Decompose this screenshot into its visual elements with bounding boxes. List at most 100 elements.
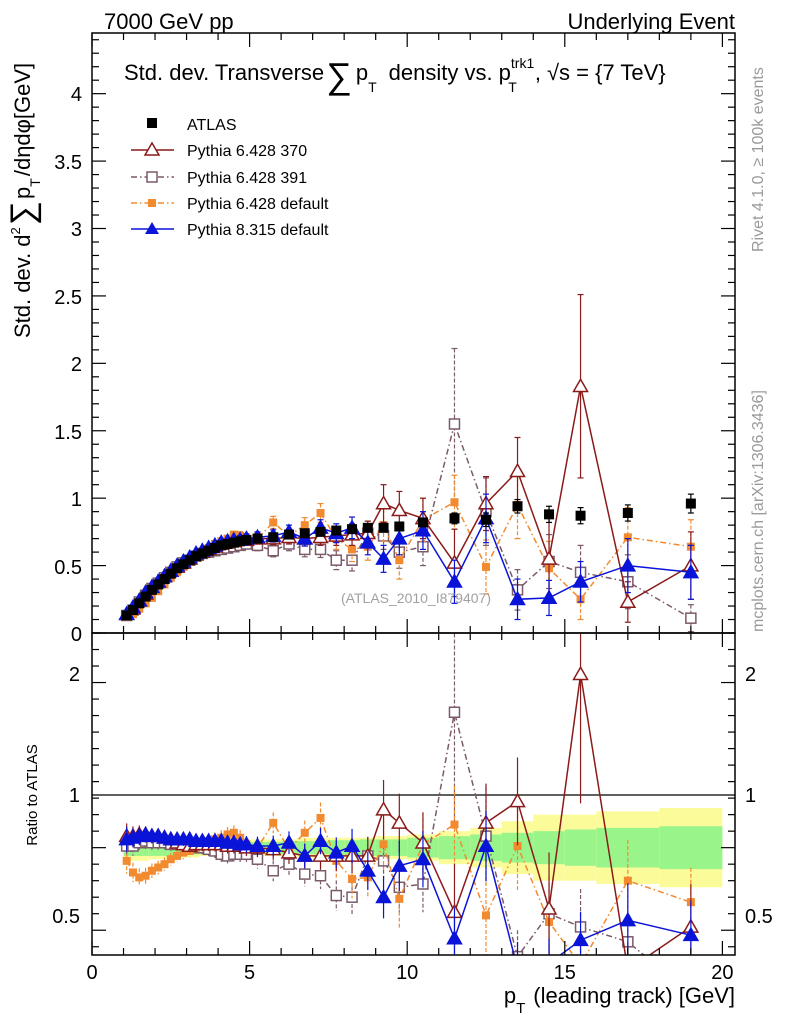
p370-line: [126, 386, 692, 615]
p8-marker: [477, 837, 495, 853]
p391-marker: [267, 545, 279, 557]
p6def-marker: [623, 533, 632, 542]
header-right-label: Underlying Event: [567, 9, 735, 34]
p370-marker: [509, 792, 526, 808]
p8-marker: [359, 534, 377, 549]
p8-marker: [249, 837, 266, 853]
x-tick-label: 10: [396, 962, 418, 984]
p8-marker: [312, 832, 329, 848]
p391-marker: [330, 554, 343, 566]
atlas-marker: [685, 498, 696, 509]
main-y-tick-label: 2: [71, 354, 82, 376]
atlas-marker: [191, 551, 202, 562]
x-axis-title: pT(leading track) [GeV]: [504, 983, 735, 1017]
ratio-series-p370: [118, 633, 700, 955]
mcplots-label: mcplots.cern.ch [arXiv:1306.3436]: [750, 390, 767, 632]
p8-marker: [359, 862, 377, 877]
atlas-marker: [209, 543, 220, 554]
main-y-tick-label: 3.5: [54, 152, 82, 174]
legend-marker-p370: [143, 141, 161, 156]
atlas-marker: [622, 508, 633, 518]
p8-marker: [572, 573, 589, 588]
main-y-tick-label: 2.5: [54, 287, 82, 309]
ratio-series-p8: [118, 810, 700, 955]
main-y-tick-label: 4: [71, 84, 82, 106]
p8-marker: [619, 557, 637, 572]
p8-marker: [296, 847, 314, 862]
atlas-marker: [512, 501, 523, 512]
p370-marker: [540, 550, 558, 565]
chart-title: Std. dev. Transverse∑ pTdensity vs. ptrk1…: [124, 55, 666, 96]
p370-marker: [375, 495, 392, 510]
main-y-tick-label: 0: [71, 624, 82, 646]
ratio-y-tick-label: 1: [69, 785, 80, 807]
atlas-marker: [268, 532, 279, 543]
p6def-marker: [513, 842, 522, 851]
legend-label: Pythia 8.315 default: [187, 222, 329, 239]
p370-marker: [391, 814, 408, 829]
main-y-tick-labels: 0 0.5 1 1.5 2 2.5 3 3.5 4: [54, 84, 82, 646]
atlas-marker: [165, 568, 176, 579]
atlas-marker: [121, 610, 132, 621]
p6def-marker: [450, 820, 459, 829]
p370-marker: [312, 847, 329, 862]
atlas-marker: [127, 605, 138, 616]
p391-marker: [267, 865, 279, 877]
legend-label: Pythia 6.428 391: [187, 170, 307, 187]
p6def-marker: [348, 875, 357, 884]
p6def-marker: [348, 545, 357, 554]
rivet-version-label: Rivet 4.1.0, ≥ 100k events: [750, 67, 767, 252]
p6def-marker: [450, 498, 459, 507]
atlas-marker: [480, 514, 491, 525]
p8-marker: [327, 844, 345, 859]
p370-marker: [572, 377, 589, 393]
main-series-p370: [118, 293, 700, 623]
p8-marker: [509, 590, 526, 606]
ratio-series-p391: [120, 633, 645, 955]
p6def-marker: [173, 851, 182, 860]
p6def-marker: [395, 556, 404, 565]
x-tick-label: 20: [711, 962, 733, 984]
atlas-marker: [241, 534, 252, 545]
band-inner-segment: [564, 829, 597, 866]
main-y-axis-title: Std. dev. d2∑pT/dηdφ[GeV]: [4, 63, 43, 338]
atlas-marker: [228, 537, 239, 548]
p8-marker: [280, 834, 298, 849]
atlas-marker: [449, 513, 460, 524]
p391-marker: [685, 612, 697, 624]
atlas-marker: [203, 545, 214, 556]
p6def-marker: [122, 856, 131, 865]
p6def-marker: [160, 860, 169, 869]
p6def-marker: [623, 876, 632, 885]
p6def-marker: [269, 818, 278, 827]
atlas-marker: [315, 526, 326, 537]
p370-marker: [619, 593, 637, 608]
p6def-marker: [147, 866, 156, 875]
atlas-marker: [283, 529, 294, 540]
atlas-marker: [347, 524, 358, 535]
p6def-marker: [379, 840, 388, 849]
p6def-marker: [229, 828, 238, 837]
p391-marker: [346, 554, 358, 566]
ratio-y-axis-title: Ratio to ATLAS: [24, 744, 41, 845]
p6def-line: [126, 501, 692, 618]
p391-marker: [448, 706, 461, 719]
p6def-marker: [577, 961, 585, 969]
legend-marker-p6def: [148, 199, 156, 207]
p6def-marker: [481, 562, 490, 571]
header-left-label: 7000 GeV pp: [104, 9, 234, 34]
p8-marker: [391, 530, 408, 545]
p370-marker: [509, 462, 526, 478]
atlas-marker: [235, 536, 246, 547]
atlas-marker: [378, 522, 389, 533]
atlas-marker: [146, 584, 157, 595]
p8-marker: [414, 850, 432, 866]
p8-marker: [446, 929, 463, 945]
atlas-marker: [184, 555, 195, 566]
x-tick-label: 5: [244, 962, 255, 984]
p6def-marker: [300, 828, 309, 837]
p6def-marker: [128, 868, 137, 877]
p8-marker: [375, 888, 392, 904]
p391-marker: [299, 868, 311, 880]
atlas-marker: [172, 563, 183, 574]
